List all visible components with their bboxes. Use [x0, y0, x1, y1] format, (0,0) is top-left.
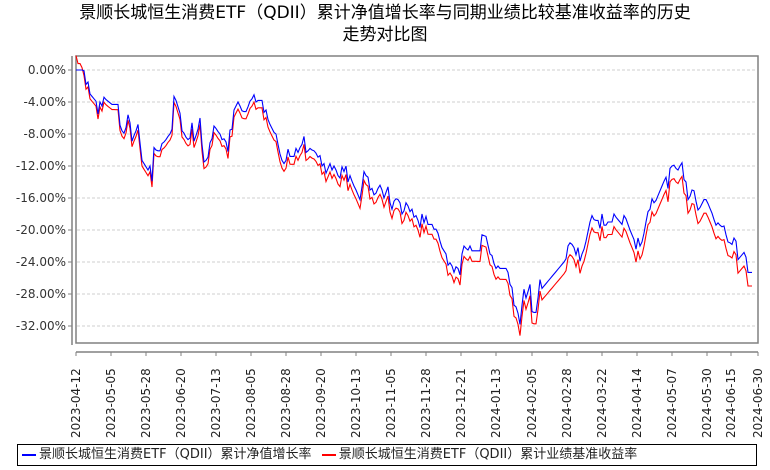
x-tick-label: 2024-06-30 — [751, 368, 765, 438]
plot-area-frame — [75, 55, 759, 344]
legend-swatch-red-icon — [321, 453, 336, 456]
benchmark-return-line — [75, 55, 752, 336]
line-chart: 0.00% -4.00% -8.00% -12.00% -16.00% -20.00% -2… — [16, 55, 765, 438]
x-tick-label: 2024-02-05 — [525, 368, 539, 438]
y-tick-label: -4.00% — [24, 95, 66, 109]
x-tick-label: 2024-04-14 — [630, 368, 644, 438]
x-tick-label: 2023-08-05 — [244, 368, 258, 438]
chart-title: 景顺长城恒生消费ETF（QDII）累计净值增长率与同期业绩比较基准收益率的历史 … — [0, 2, 770, 46]
legend-swatch-blue-icon — [22, 453, 36, 456]
x-tick-label: 2024-03-22 — [595, 368, 609, 438]
x-axis-ticks: 2023-04-12 2023-05-05 2023-05-28 2023-06-20… — [69, 352, 765, 438]
nav-growth-line — [76, 69, 752, 325]
chart-title-line1: 景顺长城恒生消费ETF（QDII）累计净值增长率与同期业绩比较基准收益率的历史 — [79, 3, 691, 23]
x-tick-label: 2023-10-13 — [349, 368, 363, 438]
x-tick-label: 2023-06-20 — [174, 368, 188, 438]
chart-title-line2: 走势对比图 — [342, 25, 428, 45]
legend-label-benchmark: 景顺长城恒生消费ETF（QDII）累计业绩基准收益率 — [338, 447, 638, 462]
y-tick-label: -16.00% — [16, 191, 66, 205]
y-tick-label: 0.00% — [28, 63, 66, 77]
x-tick-label: 2024-05-30 — [700, 368, 714, 438]
chart-legend: 景顺长城恒生消费ETF（QDII）累计净值增长率 景顺长城恒生消费ETF（QDI… — [17, 444, 757, 466]
y-tick-label: -8.00% — [24, 127, 66, 141]
x-tick-label: 2023-05-05 — [104, 368, 118, 438]
x-tick-label: 2024-05-07 — [665, 368, 679, 438]
y-tick-label: -32.00% — [16, 319, 66, 333]
x-tick-label: 2023-08-28 — [279, 368, 293, 438]
legend-item-benchmark: 景顺长城恒生消费ETF（QDII）累计业绩基准收益率 — [321, 445, 638, 465]
legend-label-nav: 景顺长城恒生消费ETF（QDII）累计净值增长率 — [39, 447, 312, 462]
x-tick-label: 2023-04-12 — [69, 368, 83, 438]
x-tick-label: 2024-06-15 — [724, 368, 738, 438]
y-axis-ticks: 0.00% -4.00% -8.00% -12.00% -16.00% -20.00% -2… — [16, 63, 72, 333]
x-tick-label: 2023-12-21 — [454, 368, 468, 438]
grid-lines — [77, 69, 757, 327]
x-tick-label: 2023-11-05 — [384, 368, 398, 438]
y-tick-label: -12.00% — [16, 159, 66, 173]
y-tick-label: -20.00% — [16, 223, 66, 237]
x-tick-label: 2023-07-13 — [209, 368, 223, 438]
y-tick-label: -28.00% — [16, 287, 66, 301]
legend-item-nav: 景顺长城恒生消费ETF（QDII）累计净值增长率 — [22, 445, 312, 465]
x-tick-label: 2023-05-28 — [139, 368, 153, 438]
x-tick-label: 2023-09-20 — [314, 368, 328, 438]
x-tick-label: 2024-02-28 — [560, 368, 574, 438]
x-tick-label: 2023-11-28 — [419, 368, 433, 438]
x-tick-label: 2024-01-13 — [489, 368, 503, 438]
y-tick-label: -24.00% — [16, 255, 66, 269]
